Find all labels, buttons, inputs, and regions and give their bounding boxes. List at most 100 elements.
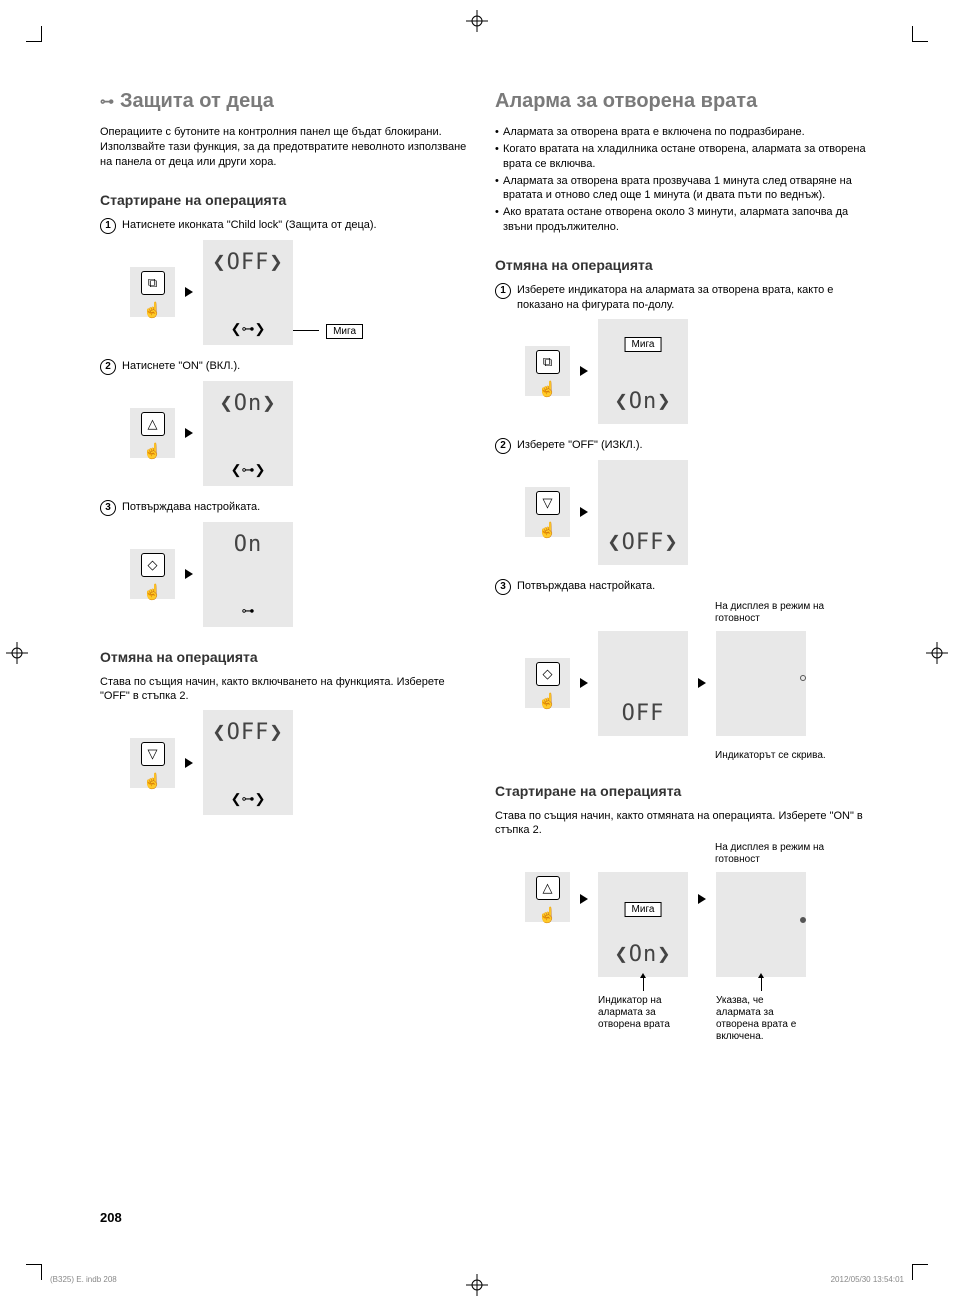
panel-button-box: ▽ ☝ — [525, 487, 570, 537]
list-item: Алармата за отворена врата прозвучава 1 … — [495, 174, 870, 204]
diagram-row: ▽ ☝ ❮OFF❯ — [525, 460, 870, 565]
display-box: On ⊶ — [203, 522, 293, 627]
display-box: ❮OFF❯ ❮⊶❯ Мига — [203, 240, 293, 345]
step-text: Натиснете "ON" (ВКЛ.). — [122, 359, 240, 374]
arrow-icon — [185, 569, 193, 579]
footer-timestamp: 2012/05/30 13:54:01 — [831, 1275, 904, 1284]
indicator-dot — [800, 675, 806, 681]
panel-button-box: ◇ ☝ — [525, 658, 570, 708]
hand-icon: ☝ — [538, 521, 557, 539]
child-lock-icon: ⧉ — [141, 271, 165, 295]
display-text: OFF — [598, 701, 688, 726]
hand-icon: ☝ — [143, 772, 162, 790]
display-col: Мига ❮On❯ Индикатор на алармата за отвор… — [598, 872, 688, 1031]
up-icon: △ — [536, 876, 560, 900]
lock-icon: ❮⊶❯ — [231, 321, 266, 337]
callout-line — [293, 330, 319, 331]
panel-button-box: ◇ ☝ — [130, 549, 175, 599]
arrow-icon — [185, 428, 193, 438]
arrow-icon — [185, 287, 193, 297]
bullet-list: Алармата за отворена врата е включена по… — [495, 125, 870, 235]
diagram-row: ⧉ ☝ ❮OFF❯ ❮⊶❯ Мига — [130, 240, 475, 345]
arrow-up-icon — [643, 977, 644, 991]
step-text: Изберете "OFF" (ИЗКЛ.). — [517, 438, 643, 453]
list-item: Ако вратата остане отворена около 3 мину… — [495, 205, 870, 235]
display-text: On — [234, 532, 263, 557]
cancel-heading: Отмяна на операцията — [100, 649, 475, 665]
display-text: ❮OFF❯ — [212, 250, 283, 275]
display-box: ❮On❯ ❮⊶❯ — [203, 381, 293, 486]
arrow-icon — [185, 758, 193, 768]
step-number: 3 — [100, 500, 116, 516]
crop-mark — [912, 1264, 928, 1280]
display-box: Мига ❮On❯ — [598, 319, 688, 424]
display-text: ❮On❯ — [598, 942, 688, 967]
callout-label: Мига — [326, 324, 363, 339]
step-number: 1 — [100, 218, 116, 234]
up-icon: △ — [141, 412, 165, 436]
display-box: Мига ❮On❯ — [598, 872, 688, 977]
callout-label: Мига — [625, 337, 662, 352]
hand-icon: ☝ — [538, 906, 557, 924]
intro-text: Операциите с бутоните на контролния пане… — [100, 125, 475, 170]
indicator-note: Индикаторът се скрива. — [715, 750, 870, 761]
display-text: ❮On❯ — [598, 389, 688, 414]
arrow-icon — [580, 366, 588, 376]
down-icon: ▽ — [141, 742, 165, 766]
lock-icon: ❮⊶❯ — [231, 791, 266, 807]
step-text: Натиснете иконката "Child lock" (Защита … — [122, 218, 377, 233]
note-text: Указва, че алармата за отворена врата е … — [716, 995, 806, 1043]
diagram-row: ▽ ☝ ❮OFF❯ ❮⊶❯ — [130, 710, 475, 815]
child-lock-section: ⊶ Защита от деца Операциите с бутоните н… — [100, 90, 475, 1057]
step-number: 1 — [495, 283, 511, 299]
list-item: Когато вратата на хладилника остане отво… — [495, 142, 870, 172]
display-box — [716, 872, 806, 977]
title-text: Защита от деца — [120, 90, 274, 113]
crop-mark — [26, 1264, 42, 1280]
diagram-row: ◇ ☝ OFF — [525, 631, 870, 736]
confirm-icon: ◇ — [141, 553, 165, 577]
section-title: Аларма за отворена врата — [495, 90, 870, 113]
step-row: 2 Изберете "OFF" (ИЗКЛ.). — [495, 438, 870, 454]
standby-display-col — [716, 631, 806, 736]
diagram-row: ◇ ☝ On ⊶ — [130, 522, 475, 627]
step-text: Потвърждава настройката. — [517, 579, 655, 594]
door-alarm-section: Аларма за отворена врата Алармата за отв… — [495, 90, 870, 1057]
step-text: Изберете индикатора на алармата за отвор… — [517, 283, 870, 313]
lock-icon: ⊶ — [242, 603, 255, 619]
arrow-icon — [698, 894, 706, 904]
hand-icon: ☝ — [143, 442, 162, 460]
hand-icon: ☝ — [538, 692, 557, 710]
diagram-row: △ ☝ Мига ❮On❯ Индикатор на алармата за о… — [525, 872, 870, 1043]
display-box: OFF — [598, 631, 688, 736]
hand-icon: ☝ — [143, 583, 162, 601]
section-title: ⊶ Защита от деца — [100, 90, 475, 113]
standby-caption: На дисплея в режим на готовност — [715, 842, 870, 866]
step-row: 1 Изберете индикатора на алармата за отв… — [495, 283, 870, 313]
step-number: 2 — [100, 359, 116, 375]
start-heading: Стартиране на операцията — [495, 783, 870, 799]
list-item: Алармата за отворена врата е включена по… — [495, 125, 870, 140]
arrow-icon — [698, 678, 706, 688]
step-number: 3 — [495, 579, 511, 595]
panel-button-box: △ ☝ — [130, 408, 175, 458]
standby-caption: На дисплея в режим на готовност — [715, 601, 870, 625]
registration-mark — [6, 642, 28, 664]
panel-button-box: ⧉ ☝ — [525, 346, 570, 396]
panel-button-box: △ ☝ — [525, 872, 570, 922]
diagram-row: △ ☝ ❮On❯ ❮⊶❯ — [130, 381, 475, 486]
arrow-icon — [580, 507, 588, 517]
registration-mark — [466, 1274, 488, 1296]
step-row: 3 Потвърждава настройката. — [495, 579, 870, 595]
registration-mark — [466, 10, 488, 32]
panel-button-box: ⧉ ☝ — [130, 267, 175, 317]
crop-mark — [26, 26, 42, 42]
step-number: 2 — [495, 438, 511, 454]
start-heading: Стартиране на операцията — [100, 192, 475, 208]
step-row: 3 Потвърждава настройката. — [100, 500, 475, 516]
display-box: ❮OFF❯ — [598, 460, 688, 565]
diagram-row: ⧉ ☝ Мига ❮On❯ — [525, 319, 870, 424]
cancel-heading: Отмяна на операцията — [495, 257, 870, 273]
display-text: ❮On❯ — [220, 391, 277, 416]
step-row: 2 Натиснете "ON" (ВКЛ.). — [100, 359, 475, 375]
